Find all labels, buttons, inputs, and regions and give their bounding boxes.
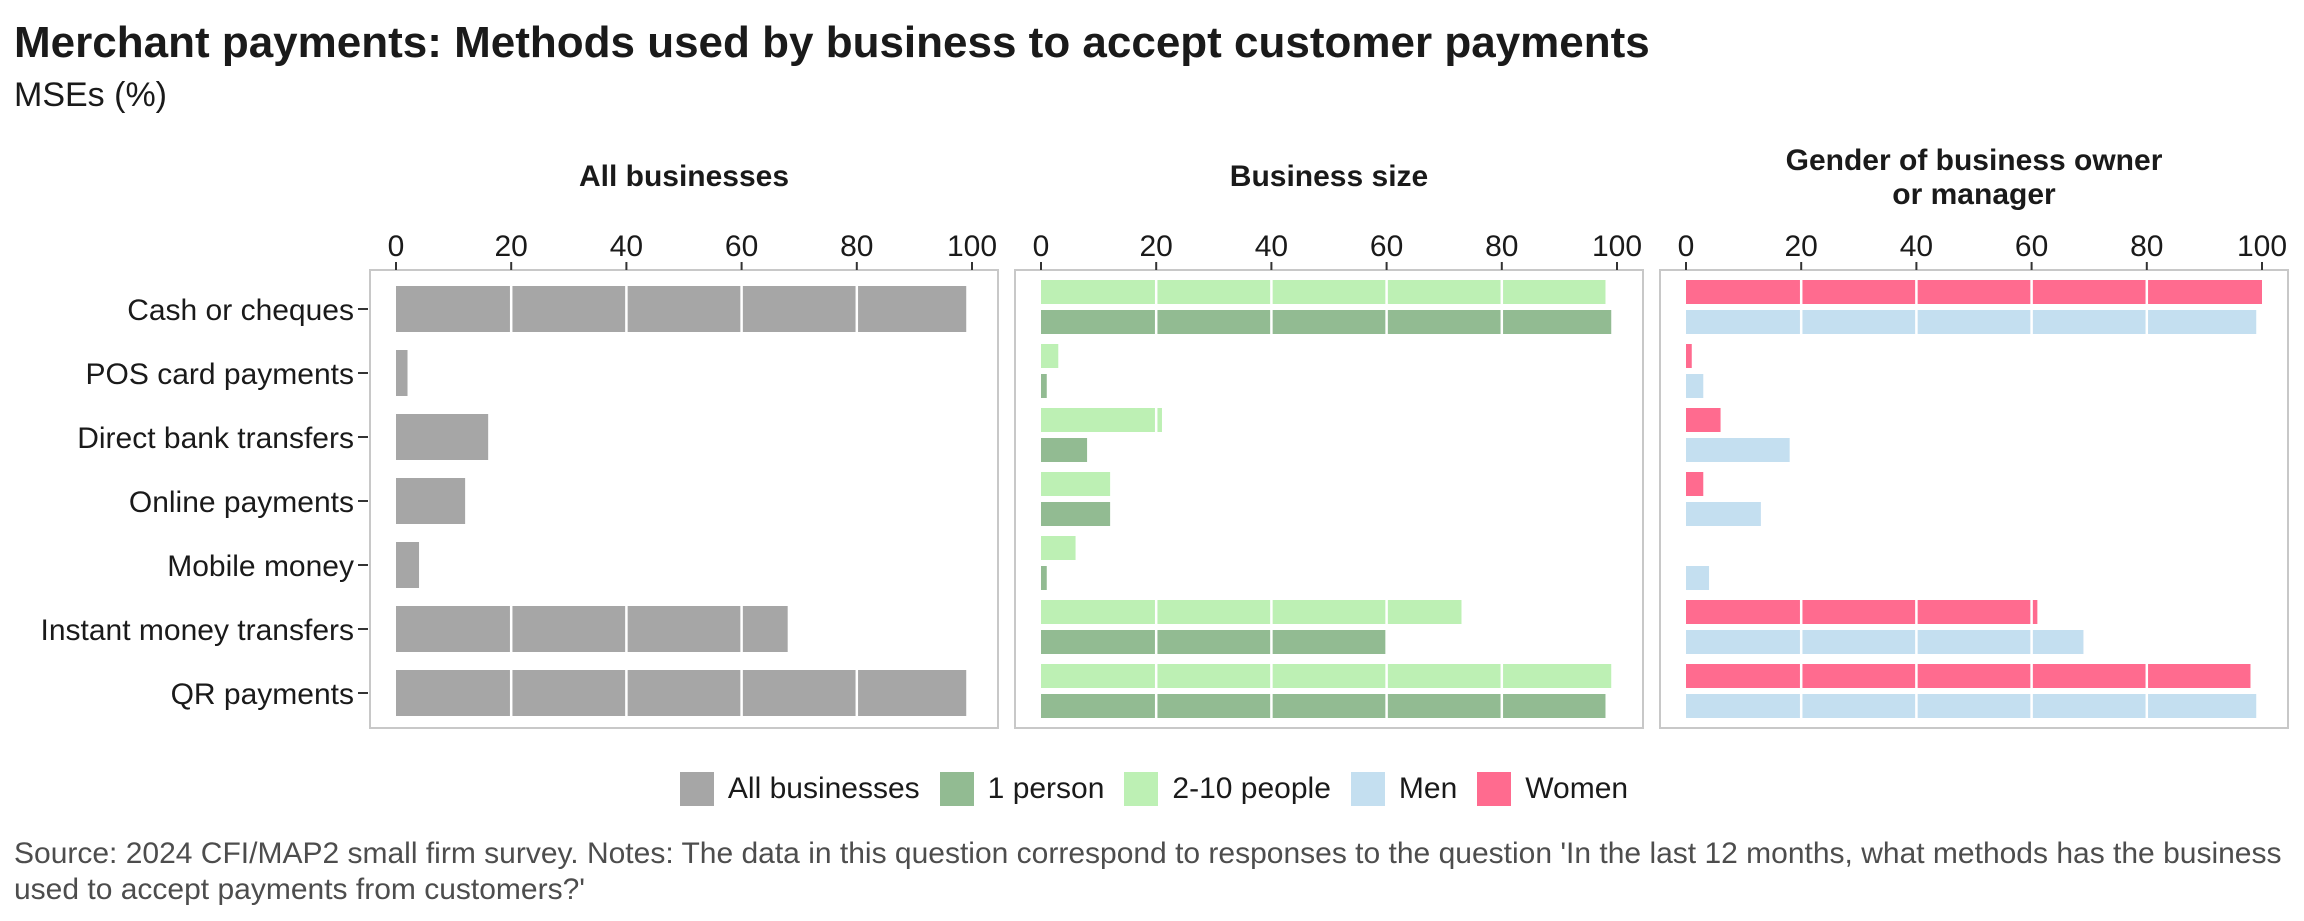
bar	[396, 350, 408, 396]
x-tick-label: 80	[840, 230, 873, 263]
bar	[396, 478, 466, 524]
x-tick-label: 20	[495, 230, 528, 263]
source-note: Source: 2024 CFI/MAP2 small firm survey.…	[14, 837, 2282, 906]
bar	[1686, 344, 1692, 368]
panel-1: All businesses 0 20 40 60 80 100	[369, 160, 999, 729]
legend-swatch	[1124, 772, 1159, 806]
bar	[396, 606, 788, 652]
bar	[1686, 374, 1704, 398]
x-tick-label: 80	[1485, 230, 1518, 263]
x-tick-label: 0	[1033, 230, 1050, 263]
panel-title: or manager	[1892, 178, 2056, 211]
bar	[396, 542, 420, 588]
bar	[1041, 438, 1088, 462]
bar	[1041, 536, 1076, 560]
bar	[396, 670, 967, 716]
bar	[1041, 472, 1111, 496]
bar	[1041, 600, 1462, 624]
bar	[1041, 502, 1111, 526]
panel-title: All businesses	[579, 160, 789, 193]
legend-item: 2-10 people	[1124, 772, 1331, 806]
legend-swatch	[1350, 772, 1385, 806]
legend-label: All businesses	[727, 772, 920, 805]
bar	[1686, 694, 2257, 718]
bar	[1041, 694, 1606, 718]
bar	[1041, 566, 1047, 590]
x-tick-label: 0	[1678, 230, 1695, 263]
category-label: Cash or cheques	[127, 294, 354, 327]
bar	[1686, 280, 2262, 304]
x-tick-label: 40	[1255, 230, 1288, 263]
bar	[1041, 408, 1162, 432]
x-tick-label: 60	[1370, 230, 1403, 263]
legend-swatch	[679, 772, 714, 806]
bar	[396, 286, 967, 332]
bar	[1686, 600, 2038, 624]
x-tick-label: 100	[947, 230, 997, 263]
bar	[1686, 472, 1704, 496]
category-label: Mobile money	[167, 550, 354, 583]
panel-2: Business size 0 20 40 60 80 100	[1014, 160, 1644, 729]
category-label: POS card payments	[86, 358, 354, 391]
bar	[1041, 374, 1047, 398]
bar	[1686, 438, 1790, 462]
legend-label: Women	[1525, 772, 1629, 805]
bar	[1041, 630, 1387, 654]
bar	[396, 414, 489, 460]
panel-title: Business size	[1230, 160, 1428, 193]
legend-label: Men	[1398, 772, 1458, 805]
bar	[1041, 344, 1059, 368]
x-tick-label: 40	[610, 230, 643, 263]
legend-label: 1 person	[987, 772, 1105, 805]
bar	[1041, 280, 1606, 304]
legend-item: Men	[1350, 772, 1458, 806]
legend-swatch	[1477, 772, 1512, 806]
category-label: QR payments	[171, 678, 354, 711]
legend-item: Women	[1477, 772, 1628, 806]
legend-item: 1 person	[939, 772, 1105, 806]
x-tick-label: 60	[2015, 230, 2048, 263]
x-tick-label: 100	[2237, 230, 2287, 263]
bar	[1686, 502, 1761, 526]
legend-swatch	[939, 772, 974, 806]
panel-title: Gender of business owner	[1786, 144, 2163, 177]
chart-title: Merchant payments: Methods used by busin…	[14, 18, 1650, 67]
bar	[1686, 310, 2257, 334]
chart-panels: Cash or cheques POS card payments Direct b…	[41, 144, 2289, 729]
x-tick-label: 20	[1140, 230, 1173, 263]
x-tick-label: 20	[1785, 230, 1818, 263]
bar	[1041, 310, 1612, 334]
bar	[1686, 408, 1721, 432]
x-tick-label: 40	[1900, 230, 1933, 263]
legend: All businesses 1 person 2-10 people Men Wome…	[0, 772, 2304, 806]
x-tick-label: 100	[1592, 230, 1642, 263]
category-label: Direct bank transfers	[77, 422, 354, 455]
bar	[1686, 664, 2251, 688]
chart-subtitle: MSEs (%)	[14, 76, 167, 114]
legend-item: All businesses	[679, 772, 920, 806]
legend-label: 2-10 people	[1172, 772, 1331, 805]
x-tick-label: 80	[2130, 230, 2163, 263]
bar	[1686, 630, 2084, 654]
bar	[1686, 566, 1710, 590]
x-tick-label: 60	[725, 230, 758, 263]
bar	[1041, 664, 1612, 688]
category-label: Instant money transfers	[41, 614, 354, 647]
category-label: Online payments	[129, 486, 354, 519]
x-tick-label: 0	[388, 230, 405, 263]
